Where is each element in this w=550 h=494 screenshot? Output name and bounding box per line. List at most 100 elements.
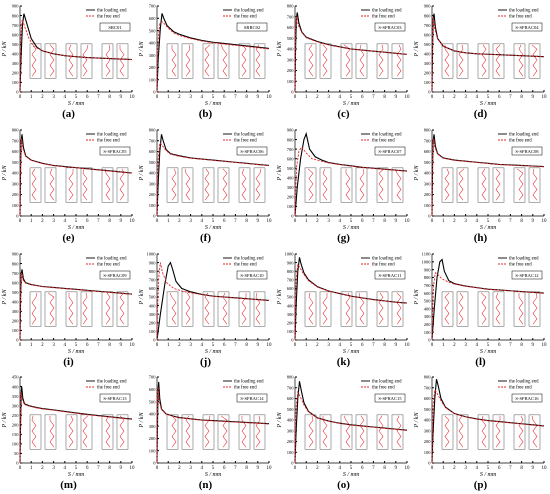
y-tick-label: 700 [424,385,432,390]
crack-line [120,45,124,76]
x-tick-label: 8 [383,95,386,100]
y-tick-label: 300 [287,428,295,433]
x-tick-label: 3 [189,219,192,224]
legend-label: the free end [234,263,257,268]
load-slip-chart: 0 1 2 3 4 5 6 7 8 9 100100200300400500600700800S /… [412,124,549,234]
specimen-outline [218,168,229,202]
y-tick-label: 500 [287,407,295,412]
x-tick-label: 10 [267,219,273,224]
crack-line [397,293,401,324]
y-tick-label: 0 [153,90,156,95]
x-tick-label: 7 [234,466,237,471]
x-tick-label: 1 [167,343,170,348]
legend-label: the free end [97,139,120,144]
y-tick-label: 800 [149,269,157,274]
crack-line [533,169,537,200]
crack-line [186,293,190,324]
x-tick-label: 0 [431,95,434,100]
chart-panel: 0 1 2 3 4 5 6 7 8 9 10 0 100 200 300 400 500 600 700 800 900… [137,248,274,371]
crack-line [32,416,36,447]
x-tick-label: 7 [97,95,100,100]
x-axis-title: S / mm [205,472,222,478]
y-tick-label: 300 [424,428,432,433]
chart-panel: 0 1 2 3 4 5 6 7 8 9 10 0 100 200 300 400 500 600 700 800 S /… [275,371,412,494]
crack-line [445,416,449,447]
y-tick-label: 800 [287,4,295,9]
x-tick-label: 4 [476,343,479,348]
specimen-outline [356,415,367,449]
x-tick-label: 4 [476,466,479,471]
y-tick-label: 400 [149,303,157,308]
x-tick-label: 0 [431,343,434,348]
y-tick-label: 700 [287,147,295,152]
crack-pattern-insets [442,44,540,78]
specimen-outline [45,44,56,78]
y-tick-label: 0 [291,90,294,95]
x-tick-label: 8 [108,343,111,348]
crack-line [519,293,523,324]
x-axis-title: S / mm [480,225,497,231]
y-tick-label: 700 [12,23,20,28]
y-tick-label: 700 [424,23,432,28]
y-tick-label: 400 [149,171,157,176]
load-slip-chart: 0 1 2 3 4 5 6 7 8 9 100100200300400500600700800900… [275,124,412,234]
crack-line [496,293,500,324]
load-slip-chart: 0 1 2 3 4 5 6 7 8 9 100100200300400500600700800S /… [412,371,549,481]
crack-pattern-insets [167,168,265,202]
chart-panel: 0 1 2 3 4 5 6 7 8 9 10 0 100 200 300 400 500 600 700 S / mm… [137,0,274,123]
crack-pattern-insets [30,415,128,449]
x-tick-label: 4 [64,95,67,100]
x-tick-label: 9 [257,466,260,471]
chart-panel: 0 1 2 3 4 5 6 7 8 9 10 0 100 200 300 400 500 600 700 800 900… [275,124,412,247]
series-line-loading-end [157,134,269,216]
x-tick-label: 8 [520,343,523,348]
x-tick-label: 7 [372,219,375,224]
x-tick-label: 2 [178,219,181,224]
x-tick-label: 6 [361,343,364,348]
crack-line [360,169,364,200]
x-tick-label: 10 [405,466,411,471]
crack-line [172,169,176,200]
load-slip-chart: 0 1 2 3 4 5 6 7 8 9 100100200300400500600700800900… [0,248,137,358]
y-tick-label: 200 [424,192,432,197]
y-tick-label: 500 [424,42,432,47]
x-tick-label: 8 [108,95,111,100]
y-tick-label: 200 [12,192,20,197]
x-tick-label: 4 [339,219,342,224]
y-tick-label: 700 [287,385,295,390]
x-tick-label: 1 [442,219,445,224]
crack-line [186,45,190,76]
y-tick-label: 900 [424,267,432,272]
x-tick-label: 6 [361,219,364,224]
x-tick-label: 8 [383,343,386,348]
y-axis-title: P / kN [277,41,283,58]
legend-label: the loading end [234,380,264,385]
crack-line [242,169,246,200]
specimen-outline [117,292,128,326]
panel-label: (h) [412,232,549,244]
x-tick-label: 6 [223,466,226,471]
specimen-label: S-SFRAC15 [378,396,402,401]
x-tick-label: 2 [453,466,456,471]
x-tick-label: 7 [234,343,237,348]
x-tick-label: 2 [178,466,181,471]
x-tick-label: 6 [86,466,89,471]
y-tick-label: 400 [287,175,295,180]
y-tick-label: 600 [149,149,157,154]
x-tick-label: 9 [120,95,123,100]
y-tick-label: 900 [149,260,157,265]
crack-line [106,416,110,447]
specimen-outline [218,415,229,449]
legend-label: the loading end [234,9,264,14]
crack-line [532,416,537,447]
x-tick-label: 0 [19,95,22,100]
y-tick-label: 0 [16,338,19,343]
panel-label: (m) [0,479,137,491]
y-axis-title: P / kN [414,41,420,58]
chart-panel: 0 1 2 3 4 5 6 7 8 9 10 0 100 200 300 400 500 600 700 800 900… [412,248,549,371]
series-line-free-end [157,22,269,92]
specimen-outline [305,168,316,202]
legend-label: the loading end [509,9,539,14]
y-tick-label: 800 [424,275,432,280]
x-tick-label: 3 [464,95,467,100]
